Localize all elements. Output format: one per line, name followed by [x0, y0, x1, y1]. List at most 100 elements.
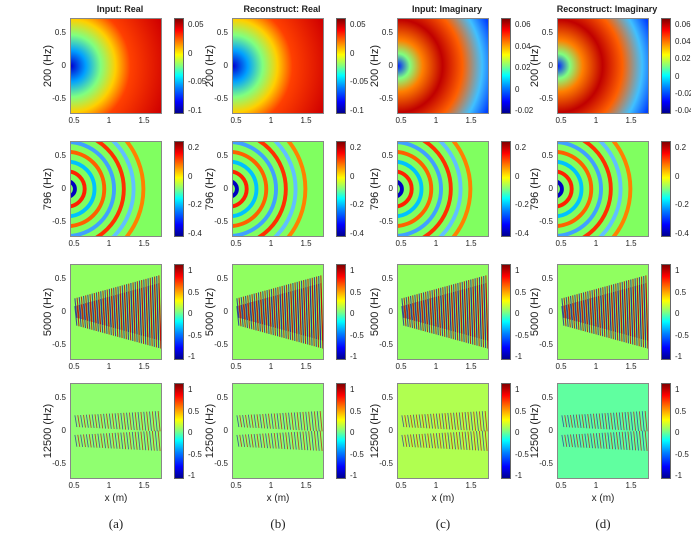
wave-stripe	[589, 298, 593, 334]
field-image	[558, 142, 648, 236]
colorbar-tick-label: 0.05	[188, 20, 204, 29]
x-tick-label: 1	[268, 116, 274, 125]
field-plot	[397, 264, 489, 360]
colorbar-tick-label: 0.02	[675, 54, 691, 64]
wave-stripe	[236, 434, 240, 447]
wave-stripe	[240, 297, 244, 320]
colorbar-tick-label: -0.2	[188, 200, 202, 210]
wave-stripe	[257, 300, 261, 332]
wave-stripe	[437, 296, 441, 336]
wave-stripe	[604, 432, 608, 449]
wave-stripe	[273, 413, 277, 430]
colorbar-tick-label: -0.5	[675, 330, 689, 340]
colorbar-tick-label: -0.2	[675, 200, 689, 210]
wave-stripe	[154, 284, 158, 348]
field-image	[398, 142, 488, 236]
wave-stripe	[444, 413, 448, 430]
colorbar-tick-label: -1	[675, 471, 683, 480]
colorbar-tick-label: 1	[188, 385, 193, 394]
wave-stripe	[645, 283, 648, 349]
wave-stripe	[256, 433, 260, 448]
colorbar-tick-label: 0	[675, 71, 680, 81]
colorbar-tick-label: -1	[515, 352, 523, 361]
field-image	[558, 384, 648, 478]
wave-stripe	[425, 299, 429, 333]
wavefront-ring	[398, 159, 424, 219]
wave-stripe	[313, 430, 317, 451]
wave-stripe	[302, 431, 306, 451]
wave-stripe	[247, 303, 251, 329]
wave-stripe	[416, 301, 420, 330]
colorbar-tick-label: 0.2	[515, 143, 527, 152]
wave-stripe	[94, 414, 98, 429]
x-tick-label: 1.5	[300, 116, 312, 125]
wave-stripe	[307, 286, 311, 346]
wave-stripe	[625, 288, 629, 344]
colorbar-tick-label: -0.2	[350, 200, 364, 210]
wave-stripe	[638, 411, 642, 432]
wave-stripe	[279, 413, 283, 430]
wave-stripe	[458, 412, 462, 431]
wave-stripe	[85, 303, 89, 329]
x-tick-label: 1	[593, 116, 599, 125]
wave-stripe	[247, 434, 251, 448]
wave-stripe	[285, 412, 289, 430]
wave-stripe	[110, 296, 114, 336]
wave-stripe	[250, 414, 254, 428]
wave-stripe	[143, 287, 147, 345]
wave-stripe	[407, 304, 411, 328]
wave-stripe	[561, 434, 565, 447]
x-tick-label: 0.5	[395, 481, 407, 490]
field-plot	[232, 264, 324, 360]
wave-stripe	[146, 411, 150, 431]
wave-stripe	[593, 413, 596, 429]
colorbar-tick-label: -1	[350, 471, 358, 480]
wave-stripe	[438, 432, 442, 449]
wave-stripe	[89, 301, 93, 330]
wave-stripe	[100, 433, 104, 449]
colorbar-tick-label: 1	[675, 385, 680, 394]
wave-stripe	[446, 293, 450, 339]
colorbar-tick-label: 0.05	[350, 20, 366, 29]
wave-stripe	[627, 431, 631, 451]
colorbar-tick-label: 1	[350, 266, 355, 275]
x-tick-label: 1	[433, 481, 439, 490]
x-tick-label: 1	[268, 239, 274, 248]
wave-stripe	[441, 413, 445, 430]
field-plot	[70, 383, 162, 479]
wave-stripe	[80, 414, 84, 428]
wave-stripe	[628, 287, 632, 344]
wave-stripe	[601, 413, 605, 430]
wave-stripe	[595, 433, 599, 449]
wave-stripe	[313, 284, 317, 347]
wave-stripe	[106, 433, 109, 449]
wave-stripe	[111, 413, 115, 430]
wave-stripe	[76, 297, 80, 319]
y-tick-label: -0.5	[539, 459, 553, 468]
wave-stripe	[100, 413, 104, 429]
wave-stripe	[424, 433, 428, 448]
wave-stripe	[145, 286, 149, 346]
colorbar	[501, 264, 511, 360]
colorbar	[174, 383, 184, 479]
wave-stripe	[435, 413, 439, 429]
wave-stripe	[590, 413, 594, 429]
wave-stripe	[458, 431, 462, 450]
y-tick-label: -0.5	[214, 340, 228, 349]
colorbar	[661, 18, 671, 114]
colorbar	[661, 383, 671, 479]
x-tick-label: 1.5	[138, 362, 150, 371]
wave-stripe	[447, 432, 451, 450]
wave-stripe	[450, 292, 454, 340]
subplot: Reconstruct: Real 200 (Hz) 0.5 0 -0.5 0.5 1 1.5…	[204, 4, 392, 138]
wave-stripe	[409, 295, 414, 321]
field-image	[71, 142, 161, 236]
wave-stripe	[272, 296, 276, 336]
x-tick-label: 1	[433, 116, 439, 125]
wave-stripe	[561, 298, 565, 318]
y-tick-label: 0	[548, 61, 553, 70]
wave-stripe	[134, 431, 138, 450]
wave-stripe	[131, 412, 135, 431]
y-tick-label: 0	[61, 61, 66, 70]
subplot: 5000 (Hz) 0.5 0 -0.5 0.5 1 1.5 1 0.5 0 -0.5 -1	[204, 264, 392, 384]
